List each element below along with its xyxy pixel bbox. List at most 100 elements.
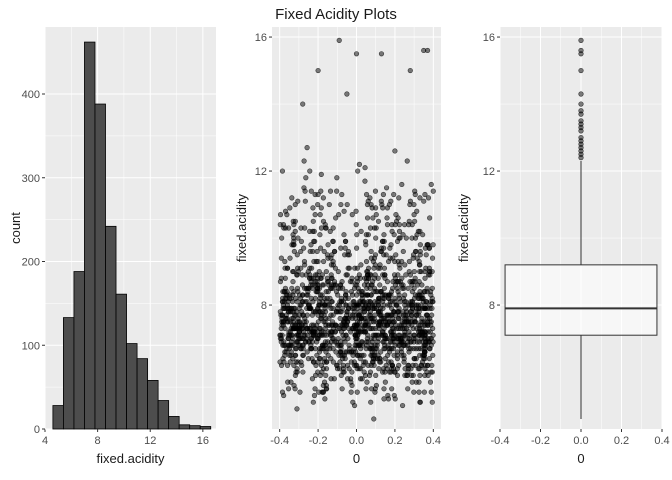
scatter-point [366,265,372,271]
scatter-point [290,268,297,275]
scatter-point [415,295,421,301]
scatter-point [390,279,396,285]
scatter-point [417,195,423,201]
scatter-point [330,346,336,352]
outlier-point [578,108,584,114]
scatter-point [307,265,313,271]
scatter-point [373,372,379,379]
scatter-point [282,352,288,358]
scatter-point [393,302,399,308]
scatter-point [391,191,397,198]
scatter-point [322,396,328,402]
scatter-point [292,228,298,234]
scatter-point [356,366,362,372]
scatter-point [354,275,360,281]
scatter-point [323,322,329,328]
scatter-point [301,258,308,265]
scatter-point [354,305,360,312]
scatter-point [415,366,421,372]
scatter-point [339,191,345,198]
scatter-point [389,386,395,392]
scatter-point [345,295,351,301]
scatter-point [381,295,388,301]
scatter-point [287,292,293,298]
scatter-point [411,212,417,218]
scatter-point [409,282,415,288]
scatter-point [404,319,410,325]
scatter-point [430,299,436,305]
scatter-point [307,168,313,174]
histogram-bar [63,317,75,430]
scatter-point [416,325,423,332]
scatter-point [368,325,374,332]
scatter-point [362,165,368,171]
scatter-point [363,386,369,392]
scatter-point [280,319,286,325]
scatter-point [302,225,308,231]
scatter-point [428,289,434,295]
scatter-point [333,215,339,221]
scatter-point [344,201,350,208]
scatter-point [402,366,408,372]
scatter-point [411,268,417,275]
scatter-point [406,258,412,265]
scatter-point [414,232,420,238]
scatter-point [416,379,422,385]
scatter-point [389,325,395,332]
scatter-point [377,289,384,295]
scatter-point [364,339,370,345]
scatter-point [298,238,305,244]
scatter-point [286,225,292,231]
scatter-point [327,228,333,234]
scatter-point [381,386,387,392]
scatter-point [331,248,338,255]
scatter-point [348,312,354,318]
scatter-point [407,332,413,338]
scatter-point [372,252,379,258]
scatter-point [389,222,395,228]
scatter-point [421,305,427,312]
scatter-point [291,238,297,244]
scatter-point [385,335,391,342]
scatter-point [385,396,392,402]
scatter-point [427,215,433,221]
scatter-point [362,178,368,184]
scatter-point [328,376,334,382]
y-tick-label: 12 [255,166,267,178]
scatter-point [414,305,420,312]
scatter-point [344,362,351,368]
scatter-point [424,47,431,54]
scatter-point [299,362,305,368]
scatter-point [278,312,284,318]
scatter-point [342,245,348,251]
scatter-point [369,302,376,308]
scatter-point [385,312,391,318]
scatter-point [325,242,331,248]
scatter-point [285,335,292,342]
scatter-point [389,362,395,368]
scatter-point [335,302,341,308]
scatter-point [421,389,427,395]
scatter-point [315,191,321,198]
scatter-point [381,285,387,291]
scatter-point [392,369,398,375]
scatter-point [310,359,317,365]
scatter-point [341,208,347,214]
scatter-point [320,389,326,395]
scatter-point [389,339,395,345]
scatter-point [326,315,332,322]
scatter-point [315,282,321,288]
scatter-point [391,232,397,238]
scatter-point [347,302,353,308]
scatter-point [396,362,402,368]
scatter-point [399,402,406,409]
scatter-point [393,212,399,218]
scatter-point [354,282,360,288]
scatter-point [290,279,296,285]
scatter-point [429,305,435,312]
jitter-panel: -0.4 -0.2 0.0 0.2 0.4 8 12 16 0 fixed.acidity [234,27,441,466]
scatter-point [422,349,428,355]
scatter-point [377,282,383,288]
scatter-point [338,295,345,301]
